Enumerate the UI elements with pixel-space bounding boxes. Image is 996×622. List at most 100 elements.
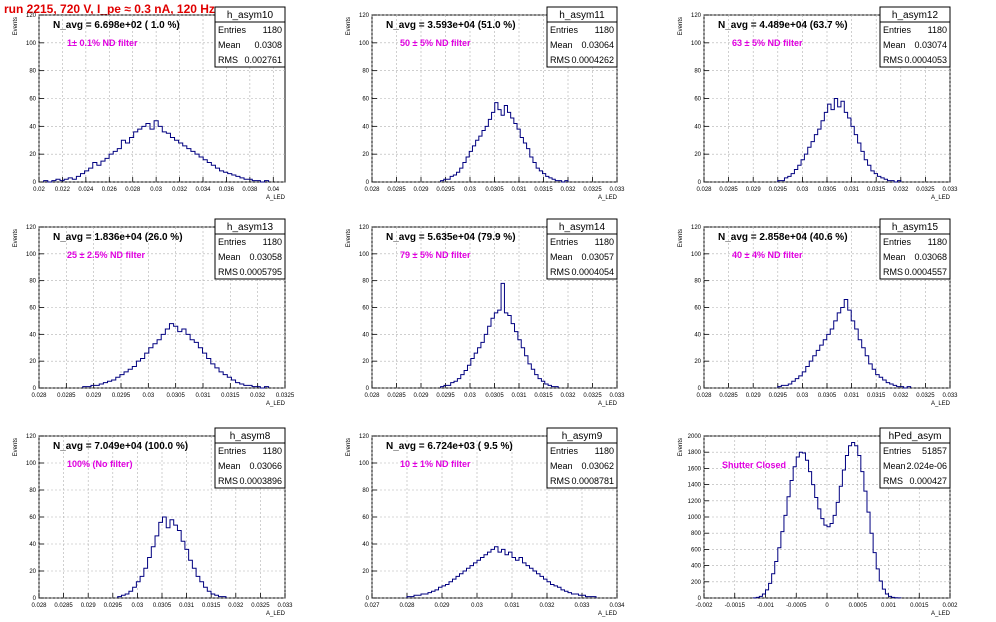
stats-value: 1180 [595,446,614,456]
stats-label: Mean [883,461,906,471]
x-tick-label: 0.032 [893,393,909,399]
y-tick-label: 60 [694,97,701,103]
x-tick-label: 0.0305 [485,187,504,193]
stats-value: 1180 [263,25,282,35]
stats-label: RMS [550,267,570,277]
x-tick-label: 0.031 [179,603,195,609]
y-tick-label: 400 [691,564,702,570]
x-tick-label: 0.03 [464,187,476,193]
x-tick-label: 0.031 [844,187,860,193]
stats-label: RMS [883,476,903,486]
x-tick-label: 0.028 [399,603,415,609]
stats-value: 0.0003896 [239,476,282,486]
x-tick-label: 0.0295 [769,187,788,193]
x-tick-label: 0.0295 [104,603,123,609]
filter-annotation: 25 ± 2.5% ND filter [67,250,145,260]
x-tick-label: 0.0305 [153,603,172,609]
y-tick-label: 60 [362,515,369,521]
x-tick-label: 0.031 [844,393,860,399]
stats-title: h_asym12 [892,10,939,21]
y-tick-label: 0 [33,386,37,392]
y-tick-label: 200 [691,580,702,586]
x-tick-label: 0.0305 [818,393,837,399]
y-tick-label: 100 [691,41,702,47]
x-tick-label: -0.0015 [725,603,746,609]
y-axis-label: Events [346,438,352,456]
stats-value: 0.03064 [581,40,614,50]
x-tick-label: 0.028 [364,393,380,399]
navg-label: N_avg = 6.724e+03 ( 9.5 %) [386,441,513,452]
stats-value: 0.03058 [249,252,282,262]
histogram-panel-h_asym14: 0.028 0.0285 0.029 0.0295 0.03 0.0305 0.031 0.0… [346,218,625,407]
stats-label: Entries [883,25,912,35]
stats-label: Mean [550,461,573,471]
y-axis-label: Events [13,17,19,35]
x-tick-label: 0.0315 [867,187,886,193]
filter-annotation: Shutter Closed [722,460,786,470]
y-tick-label: 40 [694,124,701,130]
stats-label: RMS [218,267,238,277]
y-tick-label: 40 [29,332,36,338]
stats-label: RMS [218,476,238,486]
y-axis-label: Events [346,17,352,35]
stats-label: Entries [550,446,579,456]
x-tick-label: 0.032 [250,393,266,399]
y-tick-label: 1600 [688,466,702,472]
navg-label: N_avg = 3.593e+04 (51.0 %) [386,20,516,31]
x-tick-label: 0.033 [277,603,293,609]
x-tick-label: 0.034 [609,603,625,609]
stats-label: Mean [218,40,241,50]
x-tick-label: 0.03 [150,187,162,193]
y-tick-label: 1200 [688,499,702,505]
filter-annotation: 50 ± 5% ND filter [400,38,471,48]
y-tick-label: 0 [698,386,702,392]
y-tick-label: 80 [694,69,701,75]
x-tick-label: 0.024 [78,187,94,193]
y-tick-label: 60 [362,306,369,312]
x-axis-label: A_LED [931,195,951,201]
stats-value: 1180 [928,25,947,35]
x-tick-label: 0.028 [696,393,712,399]
x-tick-label: 0.0325 [251,603,270,609]
y-axis-label: Events [13,229,19,247]
stats-label: RMS [883,267,903,277]
stats-value: 0.002761 [244,55,282,65]
stats-value: 0.0008781 [571,476,614,486]
y-tick-label: 80 [29,279,36,285]
x-tick-label: 0.0315 [202,603,221,609]
y-tick-label: 20 [362,152,369,158]
stats-value: 0.0005795 [239,267,282,277]
stats-value: 0.03057 [581,252,614,262]
y-tick-label: 120 [359,434,370,440]
filter-annotation: 100% (No filter) [67,459,133,469]
y-tick-label: 80 [29,488,36,494]
stats-box [214,218,286,280]
x-axis-label: A_LED [598,195,618,201]
stats-value: 0.03074 [914,40,947,50]
x-tick-label: 0.0305 [166,393,185,399]
navg-label: N_avg = 6.698e+02 ( 1.0 %) [53,20,180,31]
y-tick-label: 100 [26,41,37,47]
x-tick-label: 0.0315 [534,187,553,193]
stats-title: h_asym8 [230,431,271,442]
x-tick-label: 0.0295 [769,393,788,399]
navg-label: N_avg = 1.836e+04 (26.0 %) [53,232,183,243]
x-tick-label: 0.029 [746,393,762,399]
x-tick-label: 0.03 [471,603,483,609]
stats-value: 0.0004262 [571,55,614,65]
y-tick-label: 100 [26,252,37,258]
y-tick-label: 40 [362,542,369,548]
x-axis-label: A_LED [266,401,286,407]
stats-label: Mean [883,252,906,262]
stats-value: 51857 [922,446,947,456]
x-tick-label: 0.027 [364,603,380,609]
x-axis-label: A_LED [266,611,286,617]
stats-value: 1180 [595,237,614,247]
histogram-panel-h_asym12: 0.028 0.0285 0.029 0.0295 0.03 0.0305 0.031 0.0… [678,6,958,201]
y-tick-label: 80 [362,279,369,285]
x-tick-label: 0.032 [560,187,576,193]
x-tick-label: 0.028 [31,393,47,399]
x-tick-label: 0.032 [172,187,188,193]
y-tick-label: 60 [29,515,36,521]
x-tick-label: 0.031 [511,393,527,399]
